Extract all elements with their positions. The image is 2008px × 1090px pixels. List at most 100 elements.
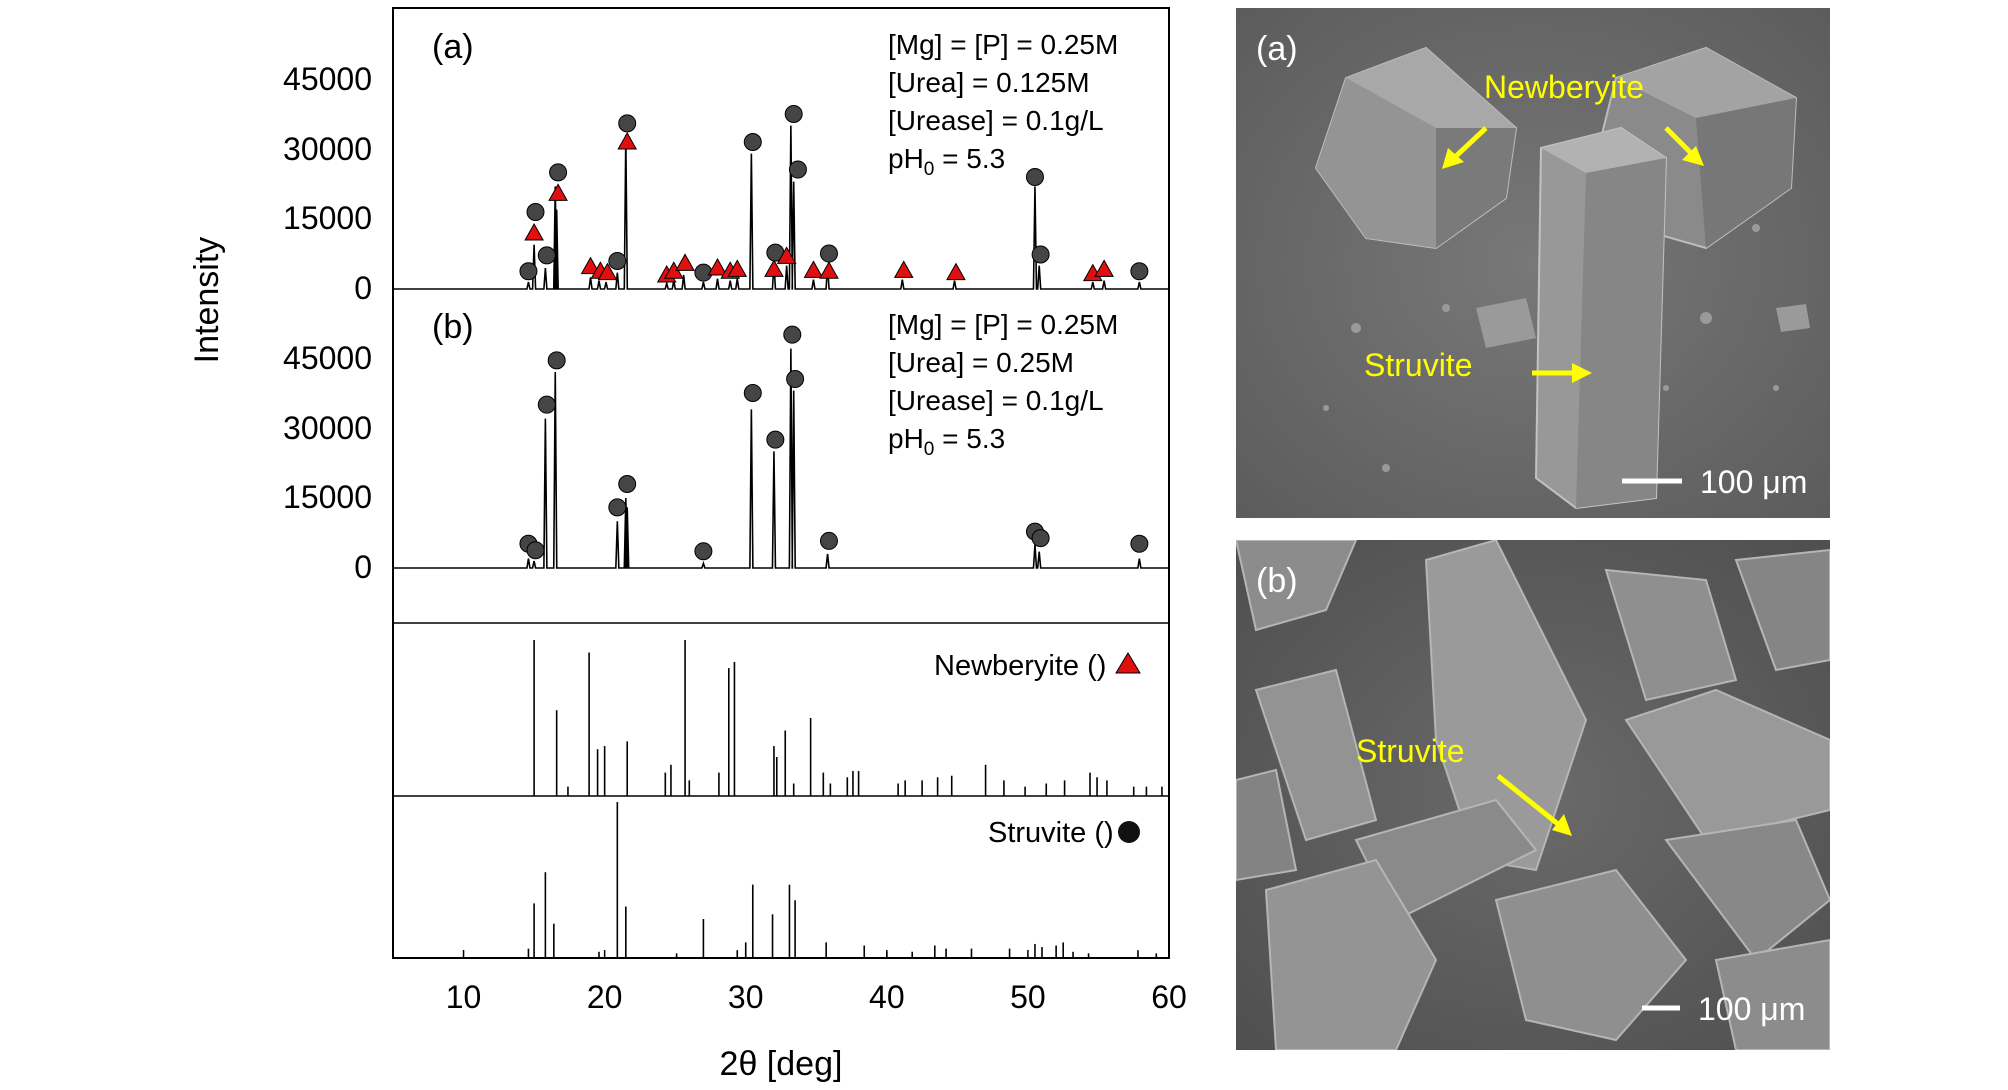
newberyite-marker (617, 131, 638, 150)
struvite-marker (819, 531, 838, 550)
newberyite-marker (707, 257, 728, 276)
sem-image-b: (b) Struvite 100 μm (1236, 540, 1830, 1050)
struvite-marker (743, 384, 762, 402)
annotation-struvite: Struvite (1364, 347, 1472, 383)
condition-text: [Mg] = [P] = 0.25M (888, 309, 1118, 340)
struvite-marker (1031, 529, 1050, 548)
ph-value: = 5.3 (934, 423, 1005, 454)
condition-text: [Urease] = 0.1g/L (888, 105, 1104, 136)
x-axis-label: 2θ [deg] (720, 1045, 843, 1083)
annotation-struvite: Struvite (1356, 733, 1464, 769)
y-tick-label: 15000 (283, 200, 372, 236)
x-tick-label: 40 (869, 979, 905, 1015)
newberyite-marker (776, 246, 797, 264)
legend-struvite: Struvite () (988, 817, 1114, 849)
condition-text: [Urea] = 0.25M (888, 347, 1074, 378)
struvite-marker (618, 114, 637, 133)
condition-text: pH0 = 5.3 (888, 143, 1005, 180)
struvite-marker (766, 430, 785, 449)
y-tick-label: 15000 (283, 479, 372, 515)
struvite-marker (526, 541, 545, 560)
legend-struvite-text: Struvite ( (988, 817, 1104, 849)
condition-text: [Urease] = 0.1g/L (888, 385, 1104, 416)
struvite-marker (537, 246, 556, 265)
struvite-marker (549, 163, 568, 182)
struvite-marker (608, 498, 627, 517)
ph-text: pH (888, 423, 924, 454)
struvite-marker (537, 395, 556, 414)
micrograph-label: (b) (1256, 562, 1298, 600)
struvite-crystal (1534, 126, 1668, 510)
x-tick-label: 60 (1151, 979, 1187, 1015)
arrow-icon (1442, 126, 1488, 169)
panel-label-b: (b) (432, 308, 474, 346)
newberyite-marker (675, 253, 695, 271)
struvite-marker (783, 325, 802, 344)
legend-newberyite-text: Newberyite ( (934, 650, 1097, 682)
struvite-marker (819, 244, 838, 263)
sem-image-a: (a) Newberyite Struvite 100 μm (1236, 8, 1830, 518)
legend-triangle-icon (1115, 652, 1141, 674)
newberyite-marker (548, 183, 568, 201)
ph-text: pH (888, 143, 924, 174)
arrow-icon (1664, 126, 1704, 166)
legend-newberyite-close: ) (1097, 650, 1107, 682)
struvite-marker (1130, 534, 1149, 553)
ph-value: = 5.3 (934, 143, 1005, 174)
struvite-marker (743, 133, 762, 151)
scale-bar-label: 100 μm (1698, 991, 1805, 1027)
plot-frame (392, 7, 1170, 959)
xrd-pattern-b (393, 348, 1169, 569)
y-tick-label: 30000 (283, 131, 372, 167)
newberyite-marker (524, 222, 544, 241)
struvite-marker (1031, 245, 1050, 264)
struvite-marker (786, 370, 805, 388)
annotation-newberyite: Newberyite (1484, 69, 1644, 105)
struvite-marker (618, 475, 637, 493)
ph-subscript: 0 (924, 159, 935, 180)
struvite-marker (547, 351, 566, 370)
struvite-marker (526, 203, 545, 221)
legend-circle-icon (1118, 821, 1140, 843)
xrd-spectra (393, 125, 1169, 569)
scale-bar-label: 100 μm (1700, 464, 1807, 500)
struvite-marker (1025, 168, 1044, 186)
struvite-marker (694, 542, 713, 561)
arrow-icon (1532, 363, 1592, 383)
micrograph-label: (a) (1256, 30, 1298, 68)
peak-markers (519, 105, 1149, 561)
legend-struvite-close: ) (1104, 817, 1114, 849)
legend-newberyite: Newberyite () (934, 650, 1106, 682)
arrow-icon (1496, 774, 1572, 836)
newberyite-marker (764, 259, 784, 277)
y-tick-label: 45000 (283, 61, 372, 97)
x-tick-label: 50 (1010, 979, 1046, 1015)
struvite-marker (784, 105, 803, 123)
y-axis-label: Intensity (188, 237, 226, 364)
x-tick-label: 20 (587, 979, 623, 1015)
xrd-pattern-a (393, 125, 1169, 290)
newberyite-marker (819, 261, 839, 279)
reference-sticks (527, 640, 1163, 958)
ph-subscript: 0 (924, 439, 935, 460)
y-tick-label: 45000 (283, 340, 372, 376)
struvite-marker (608, 252, 627, 270)
struvite-marker (788, 160, 807, 179)
struvite-crystals (1236, 540, 1830, 1050)
x-tick-label: 30 (728, 979, 764, 1015)
y-tick-label: 0 (354, 270, 372, 306)
newberyite-marker (580, 256, 601, 275)
newberyite-marker (893, 260, 914, 278)
y-tick-label: 0 (354, 549, 372, 585)
x-axis-ticks: 10 20 30 40 50 60 (446, 950, 1187, 1015)
newberyite-marker (803, 260, 824, 278)
newberyite-marker (727, 259, 748, 277)
x-tick-label: 10 (446, 979, 482, 1015)
newberyite-marker (597, 262, 618, 281)
newberyite-marker (946, 262, 966, 281)
panel-label-a: (a) (432, 28, 474, 66)
condition-text: [Urea] = 0.125M (888, 67, 1090, 98)
struvite-marker (1130, 262, 1149, 281)
condition-text: [Mg] = [P] = 0.25M (888, 29, 1118, 60)
